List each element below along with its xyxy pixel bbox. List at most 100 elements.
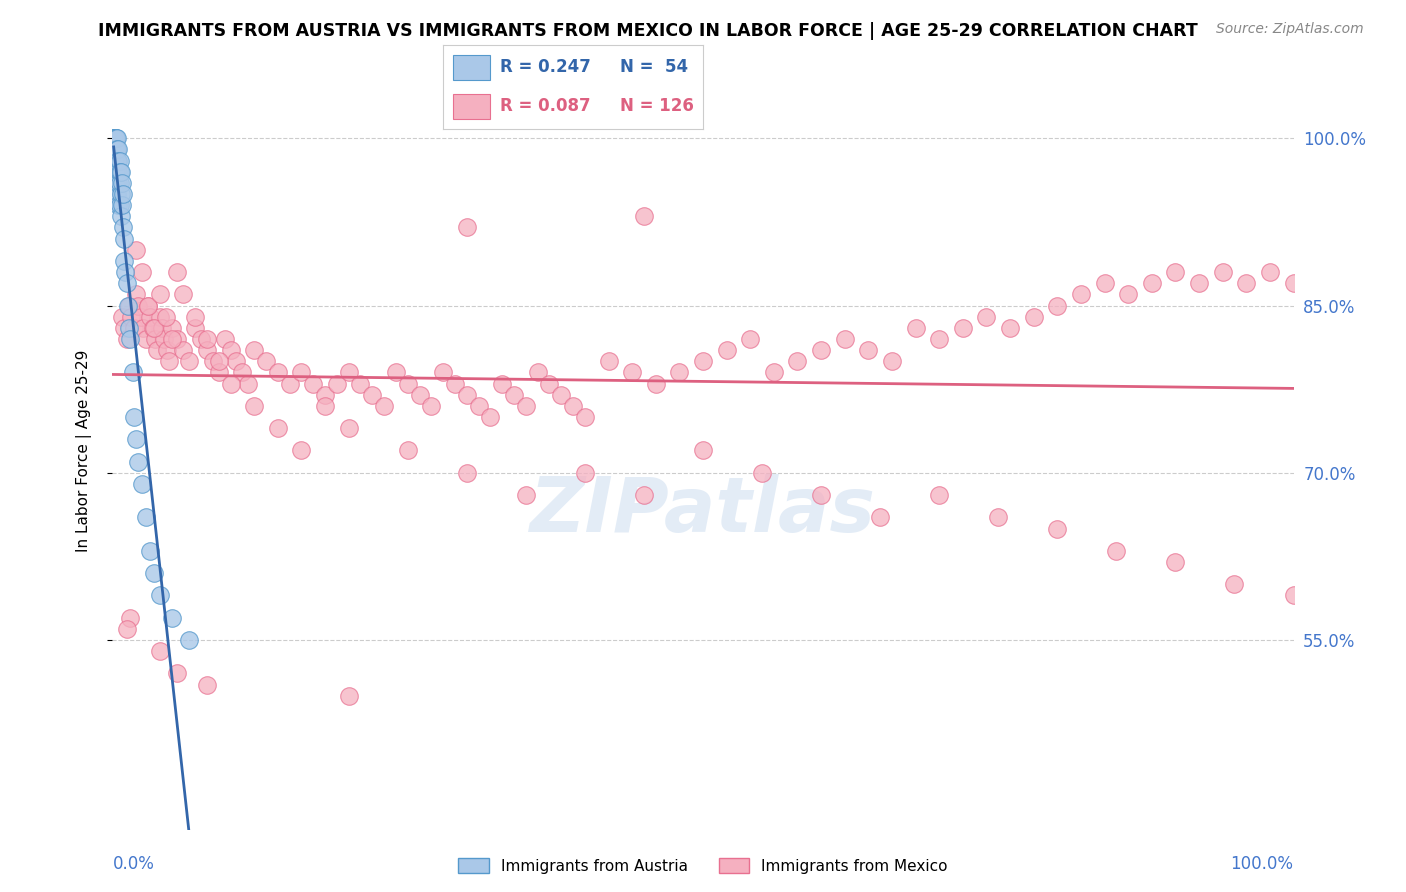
Point bbox=[491, 376, 513, 391]
Point bbox=[129, 310, 152, 324]
Point bbox=[108, 176, 131, 190]
Point bbox=[172, 287, 194, 301]
Point bbox=[111, 310, 134, 324]
Point bbox=[115, 332, 138, 346]
Point bbox=[156, 343, 179, 358]
Point bbox=[904, 321, 927, 335]
Point bbox=[314, 399, 336, 413]
Point bbox=[550, 387, 572, 401]
Point bbox=[105, 165, 128, 179]
Text: N =  54: N = 54 bbox=[620, 59, 688, 77]
Point bbox=[1212, 265, 1234, 279]
Point bbox=[1258, 265, 1281, 279]
Point bbox=[1282, 277, 1305, 291]
Point bbox=[337, 689, 360, 703]
Point bbox=[598, 354, 620, 368]
Point bbox=[105, 165, 128, 179]
Point bbox=[762, 366, 785, 380]
Point bbox=[314, 387, 336, 401]
Point bbox=[142, 321, 165, 335]
Point bbox=[120, 611, 142, 625]
Point bbox=[131, 477, 153, 491]
Point bbox=[267, 366, 290, 380]
Point bbox=[243, 399, 266, 413]
Point bbox=[243, 343, 266, 358]
Point bbox=[104, 143, 127, 157]
Point bbox=[385, 366, 408, 380]
Text: 100.0%: 100.0% bbox=[1230, 855, 1294, 872]
Point bbox=[108, 198, 131, 212]
Point bbox=[115, 622, 138, 636]
Point bbox=[326, 376, 349, 391]
Point bbox=[1164, 265, 1187, 279]
Point bbox=[117, 299, 139, 313]
Point bbox=[716, 343, 738, 358]
Point bbox=[190, 332, 212, 346]
Point bbox=[112, 220, 135, 235]
Point bbox=[131, 265, 153, 279]
Point bbox=[503, 387, 526, 401]
Point bbox=[858, 343, 880, 358]
Point bbox=[157, 354, 180, 368]
Point bbox=[225, 354, 247, 368]
Point bbox=[103, 131, 125, 145]
Point bbox=[166, 666, 188, 681]
Point bbox=[337, 421, 360, 435]
Point bbox=[952, 321, 974, 335]
Point bbox=[104, 131, 127, 145]
Point bbox=[238, 376, 260, 391]
Point bbox=[107, 198, 129, 212]
Point bbox=[104, 131, 127, 145]
Point bbox=[105, 143, 128, 157]
Point bbox=[444, 376, 467, 391]
Point bbox=[1094, 277, 1116, 291]
Point bbox=[1105, 544, 1128, 558]
Point bbox=[810, 488, 832, 502]
Point bbox=[1164, 555, 1187, 569]
Point bbox=[143, 332, 166, 346]
Point bbox=[267, 421, 290, 435]
Point bbox=[396, 376, 419, 391]
Point bbox=[526, 366, 548, 380]
Point bbox=[150, 321, 173, 335]
Point bbox=[1046, 299, 1069, 313]
Point bbox=[112, 232, 135, 246]
Point bbox=[184, 321, 207, 335]
Point bbox=[574, 466, 596, 480]
Point bbox=[153, 332, 176, 346]
Point bbox=[122, 410, 145, 425]
Point bbox=[160, 321, 183, 335]
Point bbox=[132, 321, 155, 335]
Point bbox=[692, 443, 714, 458]
Point bbox=[108, 165, 131, 179]
Point bbox=[112, 254, 135, 268]
Point bbox=[112, 187, 135, 202]
Point bbox=[120, 332, 142, 346]
Point bbox=[195, 332, 218, 346]
Point bbox=[290, 443, 312, 458]
Point bbox=[108, 153, 131, 168]
Point bbox=[149, 310, 172, 324]
Text: ZIPatlas: ZIPatlas bbox=[530, 475, 876, 548]
Point bbox=[562, 399, 585, 413]
Point bbox=[976, 310, 998, 324]
Point bbox=[135, 332, 157, 346]
Point bbox=[538, 376, 561, 391]
Text: IMMIGRANTS FROM AUSTRIA VS IMMIGRANTS FROM MEXICO IN LABOR FORCE | AGE 25-29 COR: IMMIGRANTS FROM AUSTRIA VS IMMIGRANTS FR… bbox=[98, 22, 1198, 40]
Point bbox=[172, 343, 194, 358]
Point bbox=[118, 321, 141, 335]
Point bbox=[122, 321, 145, 335]
Point bbox=[1116, 287, 1139, 301]
Point bbox=[633, 488, 655, 502]
Point bbox=[479, 410, 502, 425]
Point bbox=[337, 366, 360, 380]
Point bbox=[208, 366, 231, 380]
Point bbox=[139, 544, 162, 558]
Point bbox=[120, 310, 142, 324]
Point bbox=[112, 321, 135, 335]
Point bbox=[179, 633, 201, 648]
Point bbox=[195, 343, 218, 358]
Point bbox=[105, 187, 128, 202]
Point bbox=[515, 399, 537, 413]
Point bbox=[104, 131, 127, 145]
